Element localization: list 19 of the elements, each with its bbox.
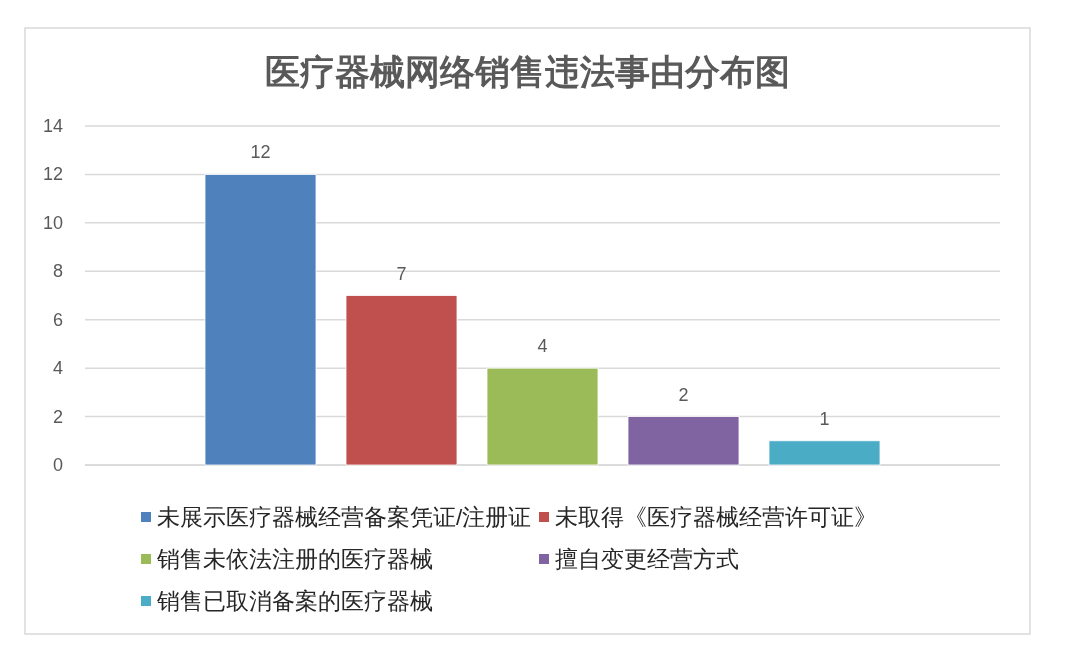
legend-label: 销售已取消备案的医疗器械: [157, 589, 433, 614]
y-tick-label: 2: [53, 406, 63, 427]
legend-label: 未取得《医疗器械经营许可证》: [555, 505, 877, 530]
y-tick-label: 10: [42, 212, 63, 233]
title: 医疗器械网络销售违法事由分布图: [264, 52, 790, 91]
y-tick-label: 14: [42, 116, 63, 136]
data-label: 2: [678, 384, 689, 405]
y-tick-label: 6: [53, 309, 63, 330]
y-tick-label: 12: [42, 164, 63, 185]
data-label: 7: [396, 263, 407, 284]
legend-label: 销售未依法注册的医疗器械: [157, 547, 433, 572]
y-tick-label: 0: [53, 455, 63, 475]
y-tick-label: 8: [53, 261, 63, 282]
y-tick-label: 4: [53, 358, 63, 379]
data-label: 1: [819, 408, 830, 429]
data-label: 12: [250, 142, 271, 163]
legend-label: 未展示医疗器械经营备案凭证/注册证: [157, 505, 532, 530]
legend-label: 擅自变更经营方式: [555, 547, 739, 572]
data-label: 4: [537, 336, 548, 357]
